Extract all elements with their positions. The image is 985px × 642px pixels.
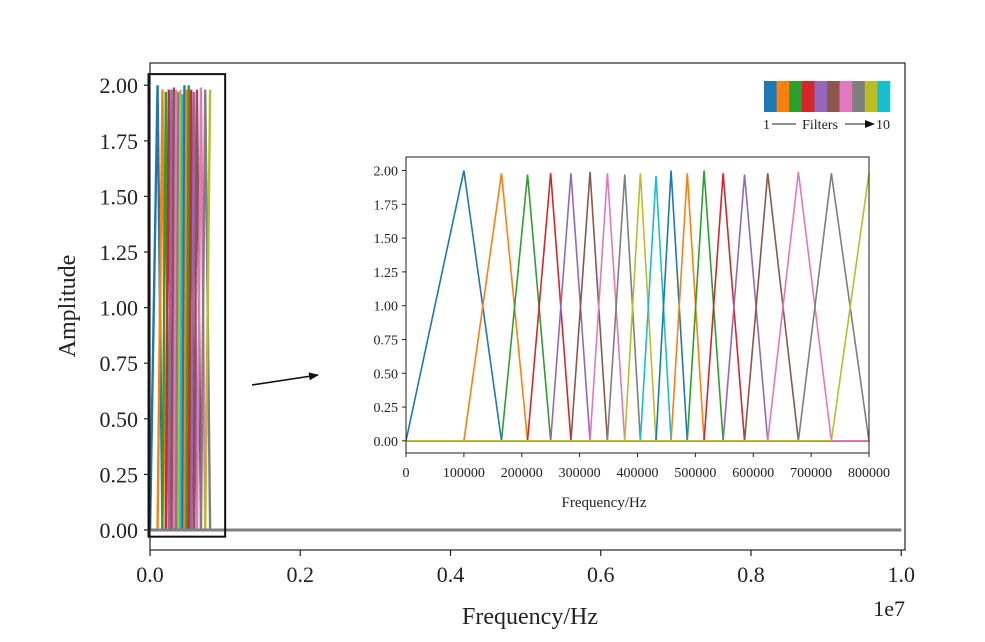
legend-swatch-7 xyxy=(839,81,853,112)
inset-y-tick-label: 0.25 xyxy=(374,401,399,416)
main-y-tick-label: 1.75 xyxy=(100,129,139,154)
legend-label-start: 1 xyxy=(763,118,770,133)
inset-x-tick-label: 500000 xyxy=(674,466,716,481)
main-y-tick-label: 0.50 xyxy=(100,407,139,432)
main-filter-line-17 xyxy=(195,87,207,531)
legend-swatch-4 xyxy=(801,81,815,112)
main-x-tick-label: 0.0 xyxy=(136,562,164,587)
inset-x-tick-label: 100000 xyxy=(443,466,485,481)
inset-x-tick-label: 600000 xyxy=(732,466,774,481)
inset-x-tick-label: 200000 xyxy=(501,466,543,481)
inset-y-tick-label: 0.75 xyxy=(374,333,399,348)
inset-background xyxy=(406,157,869,453)
legend-swatch-6 xyxy=(827,81,840,112)
main-plot-frame xyxy=(149,62,906,551)
main-x-axis-label: Frequency/Hz xyxy=(462,604,598,630)
legend-swatch-9 xyxy=(864,81,878,112)
main-y-ticks: 0.00 0.25 0.50 0.75 1.00 1.25 1.50 1.75 2.00 xyxy=(100,73,150,543)
inset-x-tick-label: 400000 xyxy=(617,466,659,481)
main-x-tick-label: 1.0 xyxy=(887,562,915,587)
inset-x-tick-label: 300000 xyxy=(559,466,601,481)
main-filter-line-16 xyxy=(192,89,203,531)
legend-swatch-2 xyxy=(776,81,790,112)
main-x-tick-label: 0.8 xyxy=(737,562,765,587)
inset-y-tick-label: 0.50 xyxy=(374,367,399,382)
main-y-tick-label: 0.25 xyxy=(100,462,139,487)
zoom-arrow xyxy=(251,372,319,386)
legend-swatch-3 xyxy=(789,81,803,112)
main-filter-line-1 xyxy=(148,85,164,531)
inset-y-ticks: 0.00 0.25 0.50 0.75 1.00 1.25 1.50 1.75 2.00 xyxy=(374,165,406,450)
main-x-tick-label: 0.4 xyxy=(437,562,465,587)
main-filter-line-19 xyxy=(204,89,212,531)
inset-x-tick-label: 800000 xyxy=(848,466,890,481)
legend-swatch-5 xyxy=(814,81,828,112)
inset-y-tick-label: 1.75 xyxy=(374,198,399,213)
main-x-ticks: 0.0 0.2 0.4 0.6 0.8 1.0 xyxy=(136,550,915,587)
main-x-tick-label: 0.6 xyxy=(587,562,615,587)
main-axes: 0.0 0.2 0.4 0.6 0.8 1.0 0.00 0.25 0.50 0.75 1.00 1… xyxy=(55,62,915,630)
x-offset-label: 1e7 xyxy=(873,596,905,621)
main-y-tick-label: 0.00 xyxy=(100,518,139,543)
legend-swatch-1 xyxy=(764,81,777,112)
zoom-box xyxy=(147,73,227,538)
main-y-tick-label: 0.75 xyxy=(100,351,139,376)
inset-y-tick-label: 2.00 xyxy=(374,165,399,180)
legend-label-text: Filters xyxy=(802,118,838,133)
inset-y-tick-label: 1.25 xyxy=(374,266,399,281)
inset-x-tick-label: 0 xyxy=(403,466,410,481)
inset-y-tick-label: 1.50 xyxy=(374,232,399,247)
inset-filter-lines xyxy=(405,170,870,442)
main-filter-lines xyxy=(148,85,902,532)
legend-swatch-8 xyxy=(852,81,866,112)
filters-colorbar-legend: 1 Filters 10 xyxy=(763,81,891,133)
main-y-tick-label: 2.00 xyxy=(100,73,139,98)
inset-y-tick-label: 0.00 xyxy=(374,435,399,450)
inset-x-axis-label: Frequency/Hz xyxy=(562,495,647,511)
main-filter-line-18 xyxy=(199,89,212,531)
legend-label-end: 10 xyxy=(876,118,890,133)
inset-axes: 0 100000 200000 300000 400000 500000 600000 700… xyxy=(374,156,890,511)
main-y-tick-label: 1.25 xyxy=(100,240,139,265)
main-x-tick-label: 0.2 xyxy=(287,562,315,587)
main-y-tick-label: 1.00 xyxy=(100,296,139,321)
inset-x-tick-label: 700000 xyxy=(790,466,832,481)
main-y-tick-label: 1.50 xyxy=(100,184,139,209)
inset-y-tick-label: 1.00 xyxy=(374,300,399,315)
inset-filter-line-19 xyxy=(406,173,870,442)
main-y-axis-label: Amplitude xyxy=(55,255,81,358)
legend-swatches xyxy=(764,81,891,112)
inset-x-ticks: 0 100000 200000 300000 400000 500000 600000 700… xyxy=(403,453,890,481)
legend-swatch-10 xyxy=(877,81,891,112)
